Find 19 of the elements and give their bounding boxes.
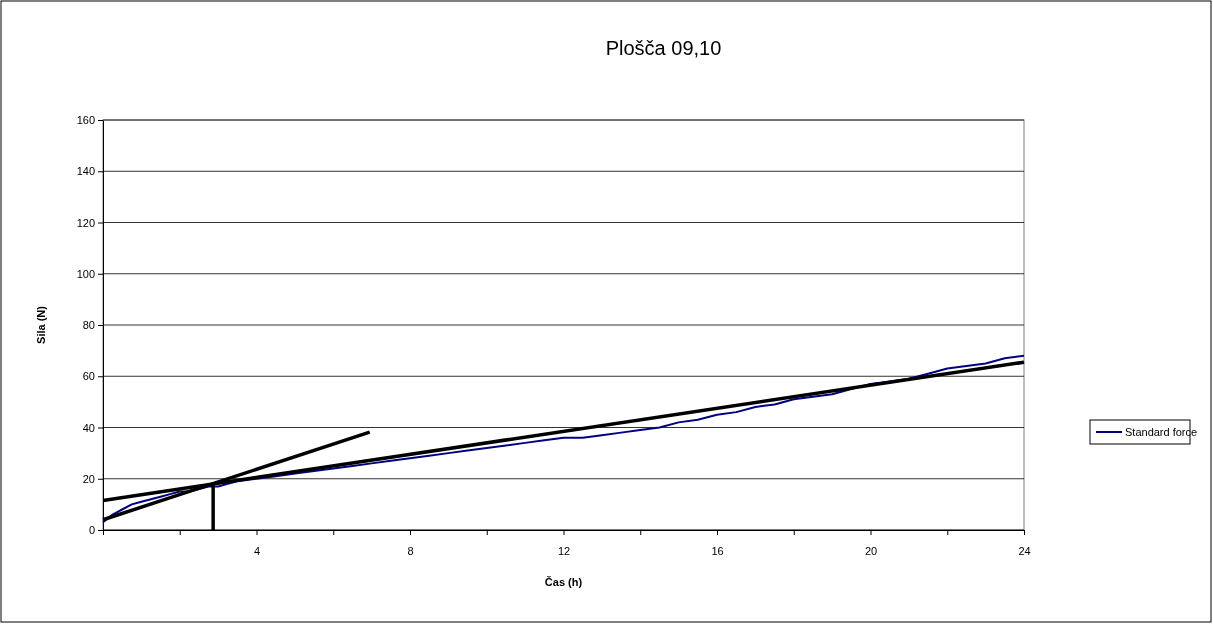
chart-title: Plošča 09,10	[605, 37, 722, 59]
x-tick-label: 8	[407, 544, 414, 557]
y-tick-label: 160	[76, 114, 95, 127]
y-tick-label: 20	[82, 472, 95, 485]
y-tick-label: 100	[76, 267, 95, 280]
y-tick-label: 60	[82, 370, 95, 383]
x-tick-label: 16	[711, 544, 724, 557]
x-tick-label: 4	[253, 544, 261, 557]
x-tick-label: 12	[557, 544, 571, 557]
y-axis-title: Sila (N)	[35, 305, 47, 344]
y-tick-label: 40	[82, 421, 95, 434]
legend-label: Standard force	[1125, 426, 1198, 438]
x-tick-label: 24	[1018, 544, 1031, 557]
x-axis-title: Čas (h)	[544, 576, 583, 588]
y-tick-label: 140	[76, 165, 95, 178]
y-tick-label: 0	[88, 524, 95, 537]
y-tick-label: 80	[82, 319, 95, 332]
y-tick-label: 120	[76, 216, 95, 229]
x-tick-label: 20	[864, 544, 878, 557]
